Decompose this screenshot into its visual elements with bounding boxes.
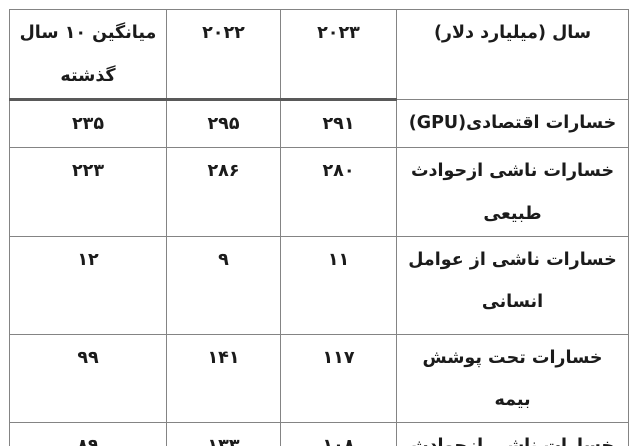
cell-label: خسارات اقتصادی(GPU) — [396, 98, 629, 148]
cell-2022-value: ۱۴۱ — [166, 333, 281, 424]
losses-table: سال (میلیارد دلار) ۲۰۲۳ ۲۰۲۲ میانگین ۱۰ … — [9, 9, 629, 446]
cell-label-line2: انسانی — [481, 292, 544, 313]
table-row-gpu-losses: خسارات اقتصادی(GPU) ۲۹۱ ۲۹۵ ۲۳۵ — [9, 98, 629, 148]
cell-avg-value: ۹۹ — [9, 333, 167, 424]
cell-avg-value: ۱۲ — [9, 235, 167, 335]
cell-2022-value: ۹ — [166, 235, 281, 335]
cell-label: خسارات ناشی از عوامل انسانی — [396, 235, 629, 335]
header-average-10yr: میانگین ۱۰ سال گذشته — [9, 9, 167, 101]
cell-2023-value: ۲۹۱ — [280, 98, 397, 148]
cell-2023-value: ۱۱ — [280, 235, 397, 335]
header-average-line1: میانگین ۱۰ سال — [19, 23, 157, 43]
cell-2022-value: ۱۳۳ — [166, 422, 281, 446]
cell-2023-value: ۱۰۸ — [280, 422, 397, 446]
cell-label: خسارات ناشی ازحوادث طبیعی — [396, 422, 629, 446]
cell-label: خسارات تحت پوشش بیمه — [396, 333, 629, 424]
table-row-insured-losses: خسارات تحت پوشش بیمه ۱۱۷ ۱۴۱ ۹۹ — [9, 333, 629, 424]
header-year-billion-dollars: سال (میلیارد دلار) — [396, 9, 629, 100]
header-average-line2: گذشته — [60, 65, 116, 86]
cell-avg-value: ۸۹ — [9, 422, 167, 446]
cell-label-line1: خسارات ناشی از عوامل — [408, 249, 617, 270]
cell-avg-value: ۲۳۵ — [9, 98, 167, 148]
table-row-natural-disaster-insured-losses: خسارات ناشی ازحوادث طبیعی ۱۰۸ ۱۳۳ ۸۹ — [9, 422, 629, 446]
table-row-natural-disaster-losses: خسارات ناشی ازحوادث طبیعی ۲۸۰ ۲۸۶ ۲۲۳ — [9, 146, 629, 237]
cell-label: خسارات ناشی ازحوادث طبیعی — [396, 146, 629, 237]
cell-2022-value: ۲۹۵ — [166, 98, 281, 148]
cell-avg-value: ۲۲۳ — [9, 146, 167, 237]
cell-2023-value: ۲۸۰ — [280, 146, 397, 237]
cell-2022-value: ۲۸۶ — [166, 146, 281, 237]
header-2023: ۲۰۲۳ — [280, 9, 397, 101]
table-row-human-factor-losses: خسارات ناشی از عوامل انسانی ۱۱ ۹ ۱۲ — [9, 235, 629, 335]
cell-2023-value: ۱۱۷ — [280, 333, 397, 424]
header-row: سال (میلیارد دلار) ۲۰۲۳ ۲۰۲۲ میانگین ۱۰ … — [9, 9, 629, 101]
header-2022: ۲۰۲۲ — [166, 9, 281, 101]
